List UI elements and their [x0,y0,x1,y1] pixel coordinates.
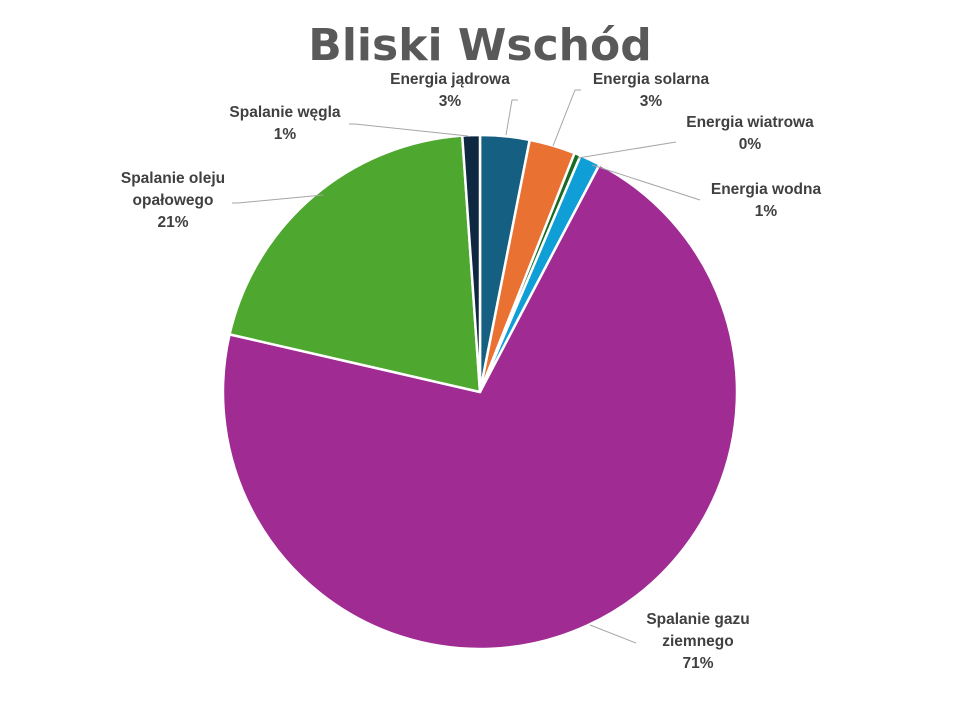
data-label-4: Energia wodna 1% [711,181,822,220]
data-label-6: Spalanie oleju opałowego 21% [121,170,225,231]
data-label-5: Spalanie gazu ziemnego 71% [646,611,749,672]
leader-line-5 [589,624,637,644]
pie-slice-5 [221,163,739,651]
data-labels: Energia jądrowa 3% Energia solarna 3% Energi… [121,71,822,672]
data-label-7: Spalanie węgla 1% [229,104,341,143]
leader-line-3 [577,141,677,159]
leader-line-6 [232,194,324,204]
data-label-2: Energia solarna 3% [593,71,710,110]
pie-slice-6 [228,134,482,394]
data-label-1: Energia jądrowa 3% [390,71,510,110]
leader-line-1 [505,99,518,136]
leader-lines [232,89,701,644]
data-label-3: Energia wiatrowa 0% [686,114,814,153]
leader-line-2 [552,89,581,147]
leader-line-4 [591,164,701,201]
leader-line-7 [349,123,469,137]
chart-title: Bliski Wschód [308,20,651,71]
pie-slices [221,133,739,651]
